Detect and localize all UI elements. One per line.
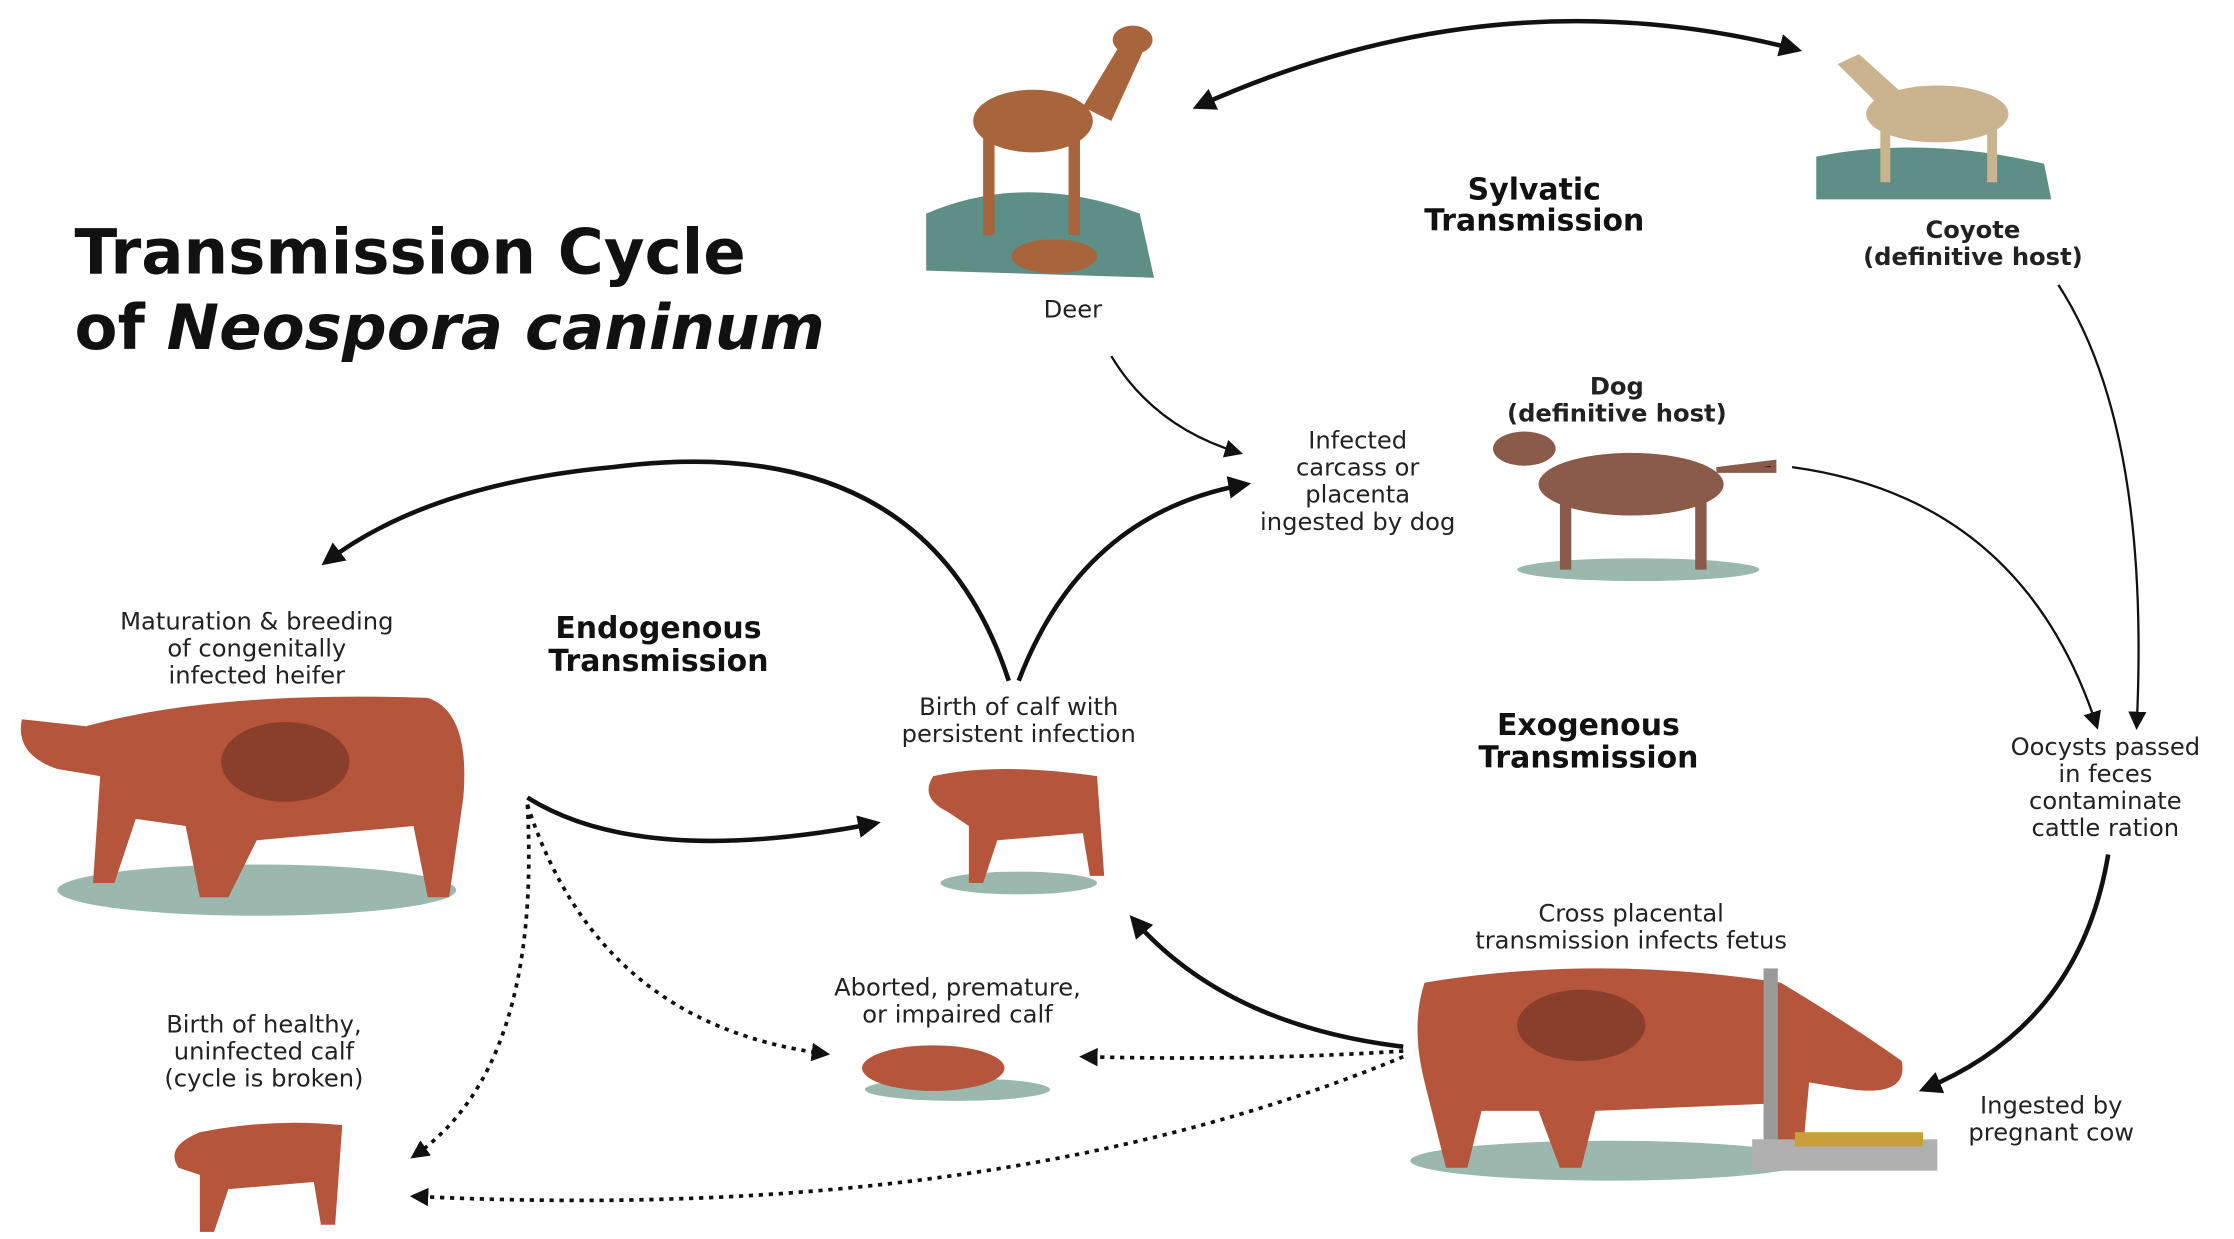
title: Transmission Cycle	[75, 215, 746, 288]
label-line: (cycle is broken)	[164, 1065, 363, 1093]
heifer-illustration	[21, 697, 465, 916]
node-label: Coyote(definitive host)	[1863, 216, 2083, 271]
calf-persistent-illustration	[929, 769, 1105, 894]
label-line: Birth of calf with	[919, 693, 1118, 721]
label-line: Transmission	[1478, 741, 1698, 776]
label-line: or impaired calf	[862, 1001, 1053, 1029]
label-line: contaminate	[2029, 787, 2182, 815]
node-label: Birth of healthy,uninfected calf(cycle i…	[164, 1011, 363, 1093]
label-line: Infected	[1308, 427, 1407, 455]
label-line: Dog	[1590, 372, 1644, 400]
label-line: Ingested by	[1980, 1092, 2122, 1120]
label-line: transmission infects fetus	[1475, 926, 1787, 954]
label-line: Coyote	[1926, 216, 2021, 244]
label-line: persistent infection	[902, 720, 1136, 748]
coyote-illustration	[1816, 54, 2051, 199]
label-line: (definitive host)	[1507, 400, 1727, 428]
label-line: Maturation & breeding	[120, 607, 393, 635]
label-line: cattle ration	[2032, 814, 2180, 842]
node-label: Dog(definitive host)	[1507, 372, 1727, 427]
title-line2: of Neospora caninum	[75, 291, 825, 364]
label-line: in feces	[2058, 760, 2152, 788]
label-line: Transmission	[548, 644, 768, 679]
label-line: pregnant cow	[1968, 1119, 2134, 1147]
label-line: Oocysts passed	[2011, 733, 2201, 761]
label-line: Endogenous	[555, 611, 761, 646]
page: Transmission Cycle of Neospora caninum	[0, 0, 2234, 1239]
diagram: Transmission Cycle of Neospora caninum	[0, 0, 2234, 1239]
label-line: uninfected calf	[174, 1038, 355, 1066]
label-line: infected heifer	[169, 662, 346, 690]
label-line: ingested by dog	[1260, 508, 1455, 536]
node-label: Deer	[1044, 296, 1102, 324]
label-line: Sylvatic	[1468, 172, 1601, 207]
label-line: carcass or	[1296, 454, 1419, 482]
label-line: placenta	[1305, 481, 1410, 509]
healthy-calf-illustration	[174, 1123, 342, 1232]
label-line: of congenitally	[167, 635, 346, 663]
pregnant-cow-illustration	[1410, 968, 1937, 1180]
aborted-calf-illustration	[862, 1045, 1050, 1101]
deer-illustration	[926, 26, 1154, 278]
node-label: Aborted, premature,or impaired calf	[834, 973, 1081, 1028]
label-line: Transmission	[1424, 204, 1644, 239]
label-line: Cross placental	[1538, 899, 1724, 927]
label-line: (definitive host)	[1863, 243, 2083, 271]
dog-illustration	[1493, 432, 1774, 582]
label-line: Exogenous	[1497, 708, 1680, 743]
label-line: Birth of healthy,	[166, 1011, 361, 1039]
label-line: Deer	[1044, 296, 1102, 324]
label-line: Aborted, premature,	[834, 973, 1081, 1001]
